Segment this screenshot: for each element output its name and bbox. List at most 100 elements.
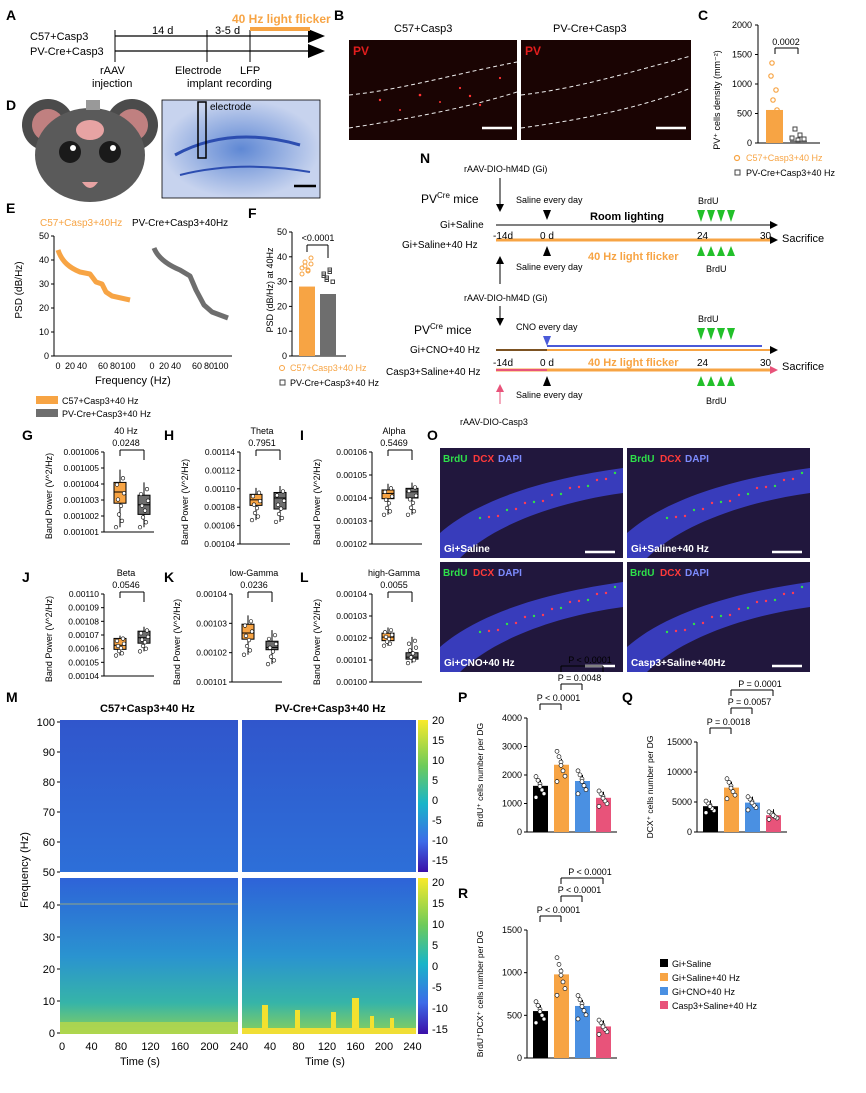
box-point — [251, 502, 257, 507]
m-cbar-tick: -15 — [432, 855, 448, 867]
f-legend-2: PV-Cre+Casp3+40 Hz — [290, 378, 380, 388]
box-pvalue: 0.0248 — [112, 438, 140, 448]
a-ev3b: recording — [226, 78, 272, 90]
bar-pvalue: P < 0.0001 — [537, 905, 581, 915]
box-plot-h: H Band Power (V^2/Hz) Theta 0.7951 0.00104 0.… — [164, 426, 290, 549]
o-cell — [800, 585, 804, 589]
n-saline-1: Saline every day — [516, 195, 583, 205]
box-tick-label: 0.00101 — [196, 677, 227, 687]
box-tick-label: 0.00112 — [205, 465, 235, 475]
b-title-2: PV-Cre+Casp3 — [553, 23, 627, 35]
m-xtick-label: 120 — [318, 1041, 336, 1053]
box-point — [257, 498, 263, 504]
bar-point — [600, 1024, 606, 1030]
panel-n: N rAAV-DIO-hM4D (Gi) PVCre mice Saline e… — [386, 150, 824, 427]
m-cbar-tick: 0 — [432, 961, 438, 973]
a-flicker-bar — [250, 27, 310, 31]
c-tick-label: 1500 — [732, 50, 752, 60]
o-cell — [701, 507, 705, 511]
box-tick-label: 0.00102 — [196, 648, 227, 658]
a-ev1b: injection — [92, 78, 132, 90]
box-point — [119, 518, 125, 523]
box-point — [389, 632, 395, 638]
o-cell — [568, 600, 572, 604]
o-cell — [532, 500, 536, 504]
box-point — [144, 628, 150, 633]
bar-legend-3: Gi+CNO+40 Hz — [672, 987, 736, 997]
bar-point — [554, 779, 560, 784]
o-condition-label: Gi+CNO+40 Hz — [444, 658, 515, 669]
m-cbar-tick: -10 — [432, 835, 448, 847]
m-xticks: 0 40 80 120 160 200 240 40 80 120 160 200 240 — [59, 1041, 422, 1053]
bar-tick-label: 0 — [517, 827, 522, 837]
box-point — [116, 512, 122, 517]
box-ylabel: Band Power (V^2/Hz) — [180, 459, 190, 545]
bar-ylabel: BrdU⁺DCX⁺ cells number per DG — [475, 931, 485, 1058]
bar-point — [554, 748, 560, 754]
box-point — [387, 509, 393, 514]
bar-point — [539, 1012, 545, 1018]
n-gi-saline: Gi+Saline — [440, 220, 484, 231]
f-ylabel: PSD (dB/Hz) at 40Hz — [265, 247, 275, 333]
m-cbar-tick: 10 — [432, 755, 444, 767]
box-point — [115, 643, 121, 649]
bar-point — [579, 779, 585, 784]
box-legend: C57+Casp3+40 Hz PV-Cre+Casp3+40 Hz — [36, 396, 152, 419]
n-d24-2: 24 — [697, 358, 709, 369]
f-tick-label: 30 — [277, 277, 287, 287]
box-point — [140, 515, 146, 520]
box-tick-label: 0.001005 — [64, 463, 100, 473]
box-tick-label: 0.00106 — [204, 521, 235, 531]
box-iqr — [405, 487, 419, 499]
f-point — [302, 259, 308, 265]
m-xtick-label: 160 — [171, 1041, 189, 1053]
box-tick-label: 0.00101 — [336, 655, 367, 665]
o-cell — [505, 508, 509, 512]
n-brdu-4: BrdU — [706, 396, 727, 406]
bar-point — [533, 795, 539, 800]
bar-tick-label: 5000 — [672, 797, 692, 807]
mouse-illustration — [22, 99, 158, 202]
bar-point — [766, 817, 772, 822]
box-ylabel: Band Power (V^2/Hz) — [172, 599, 182, 685]
bar-point — [575, 1016, 581, 1022]
n-gi-cno-40: Gi+CNO+40 Hz — [410, 345, 480, 356]
box-point — [139, 637, 145, 642]
a-ev2a: Electrode — [175, 65, 221, 77]
panel-letter-j: J — [22, 569, 30, 585]
box-tick-label: 0.00105 — [336, 470, 367, 480]
c-legend-2: PV-Cre+Casp3+40 Hz — [746, 168, 836, 178]
f-point — [327, 267, 332, 272]
box-point — [384, 639, 390, 644]
m-spectrogram-pvcre-bottom — [242, 878, 416, 1034]
a-row1-label: C57+Casp3 — [30, 31, 88, 43]
d-electrode — [197, 101, 207, 159]
o-cell — [577, 599, 581, 603]
box-tick-label: 0.00107 — [68, 630, 99, 640]
o-cell — [595, 592, 599, 596]
o-cell — [692, 622, 696, 626]
bar-point — [745, 794, 751, 800]
box-point — [276, 511, 282, 517]
bar-pvalue: P < 0.0001 — [568, 867, 612, 877]
n-minus14-1: -14d — [493, 231, 513, 242]
e-ytick-label: 20 — [39, 303, 49, 313]
o-cell — [683, 514, 687, 518]
o-image-4: BrdU DCX DAPI Casp3+Saline+40Hz — [627, 562, 810, 672]
o-cell — [559, 606, 563, 610]
box-point — [413, 645, 419, 650]
bar-point — [556, 962, 562, 967]
n-flicker-1: 40 Hz light flicker — [588, 251, 679, 263]
f-pval: <0.0001 — [302, 233, 335, 243]
n-d24-1: 24 — [697, 231, 709, 242]
box-point — [256, 490, 262, 495]
box-point — [389, 494, 395, 499]
box-point — [388, 486, 394, 491]
m-xtick-label: 120 — [141, 1041, 159, 1053]
bar-point — [703, 810, 709, 815]
bar-legend-1: Gi+Saline — [672, 959, 711, 969]
box-point — [386, 636, 392, 642]
m-cbar-tick: 15 — [432, 735, 444, 747]
box-point — [252, 510, 258, 516]
